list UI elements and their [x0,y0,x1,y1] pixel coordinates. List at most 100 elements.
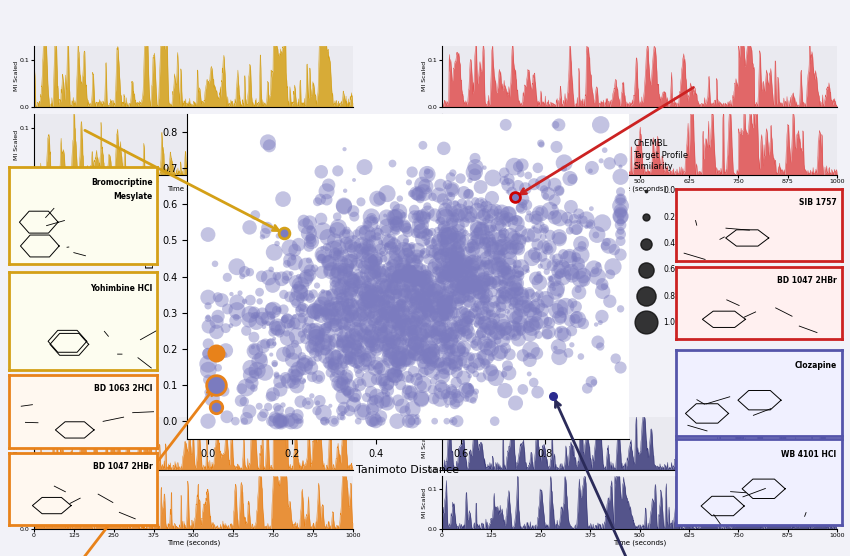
Point [417,214,431,223]
Point [366,396,380,405]
Point [484,339,498,348]
Point [409,340,422,349]
Point [444,190,457,199]
Point [343,310,356,319]
Point [332,277,345,286]
Point [238,297,252,306]
Point [363,337,377,346]
Point [444,336,457,345]
Point [515,203,529,212]
Point [562,255,575,264]
Point [349,352,363,361]
Point [445,185,459,194]
Point [486,235,500,244]
Point [360,334,373,343]
Point [314,254,328,263]
Point [639,291,653,300]
Point [381,293,394,302]
Point [507,162,521,171]
Point [429,307,443,316]
Point [298,335,312,344]
Point [334,295,348,304]
Point [321,322,335,331]
Point [427,237,440,246]
Point [512,245,525,254]
Point [404,284,417,293]
Point [334,324,348,332]
Point [337,403,350,412]
Point [438,260,451,269]
Point [484,366,498,375]
Point [377,331,391,340]
Point [330,249,343,257]
Point [453,281,467,290]
Point [462,299,475,307]
Point [407,324,421,332]
Y-axis label: MI Scaled: MI Scaled [14,61,19,91]
Point [439,390,452,399]
Point [341,345,354,354]
Point [390,332,404,341]
Point [284,375,298,384]
Point [460,386,473,395]
Point [553,313,567,322]
Point [495,318,508,327]
Point [416,318,430,327]
Point [425,359,439,368]
Y-axis label: MI Scaled: MI Scaled [422,428,427,459]
Point [250,366,264,375]
Point [430,329,444,338]
Point [247,384,261,393]
Point [360,229,374,237]
Point [379,298,393,307]
Point [321,257,335,266]
Point [450,257,464,266]
Point [606,262,620,271]
Point [463,243,477,252]
Point [536,252,549,261]
Point [389,283,403,292]
Point [480,244,494,253]
Point [511,237,524,246]
Point [483,263,496,272]
Point [201,349,215,358]
Point [340,226,354,235]
Point [380,240,394,249]
X-axis label: Tanimoto Distance: Tanimoto Distance [356,464,460,474]
Point [510,267,524,276]
Point [456,322,469,331]
Point [279,374,292,383]
Point [439,245,453,254]
Point [325,266,338,275]
Point [405,290,419,299]
Point [475,328,489,337]
Point [457,328,471,337]
Point [415,275,428,284]
Point [359,356,372,365]
Point [408,301,422,310]
Point [229,417,242,426]
Point [288,339,302,348]
Point [210,380,224,389]
Point [473,297,487,306]
Point [497,370,511,379]
Point [436,269,450,277]
Point [439,295,453,304]
Point [445,263,459,272]
Point [614,304,627,313]
Point [498,210,512,219]
Point [552,235,566,244]
Point [438,285,451,294]
Point [406,280,420,289]
Point [380,397,394,406]
Point [512,335,525,344]
Point [462,313,475,322]
Point [405,315,418,324]
Point [510,216,524,225]
Point [338,298,352,307]
Point [471,312,484,321]
Point [580,222,593,231]
Point [478,216,491,225]
Point [504,289,518,298]
Point [438,334,451,342]
